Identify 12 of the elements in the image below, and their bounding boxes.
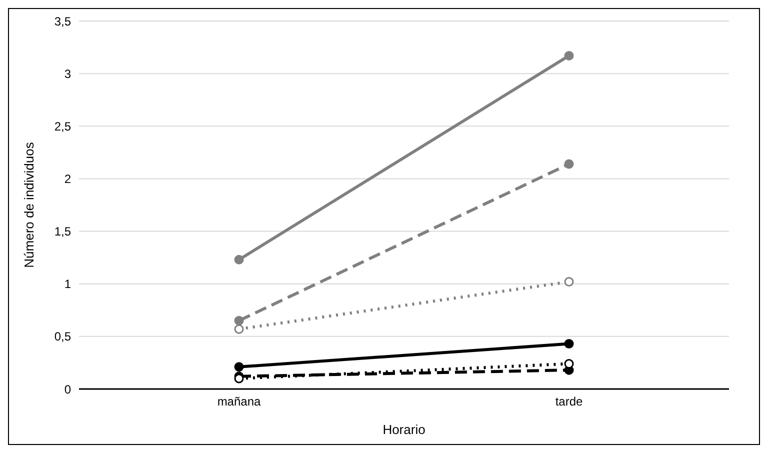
y-tick-label: 0,5	[54, 330, 72, 344]
x-axis-title: Horario	[382, 422, 426, 437]
y-tick-label: 1	[64, 277, 72, 292]
x-tick-label: tarde	[555, 394, 583, 409]
y-tick-label: 3	[64, 66, 72, 81]
y-tick-label: 2,5	[54, 119, 72, 134]
y-tick-label: 1,5	[54, 224, 72, 239]
x-tick-label: mañana	[217, 394, 262, 409]
y-tick-label: 2	[64, 172, 72, 186]
y-tick-label: 3,5	[54, 14, 72, 28]
y-tick-label: 0	[64, 382, 72, 396]
y-axis-title: Número de individuos	[22, 142, 37, 268]
